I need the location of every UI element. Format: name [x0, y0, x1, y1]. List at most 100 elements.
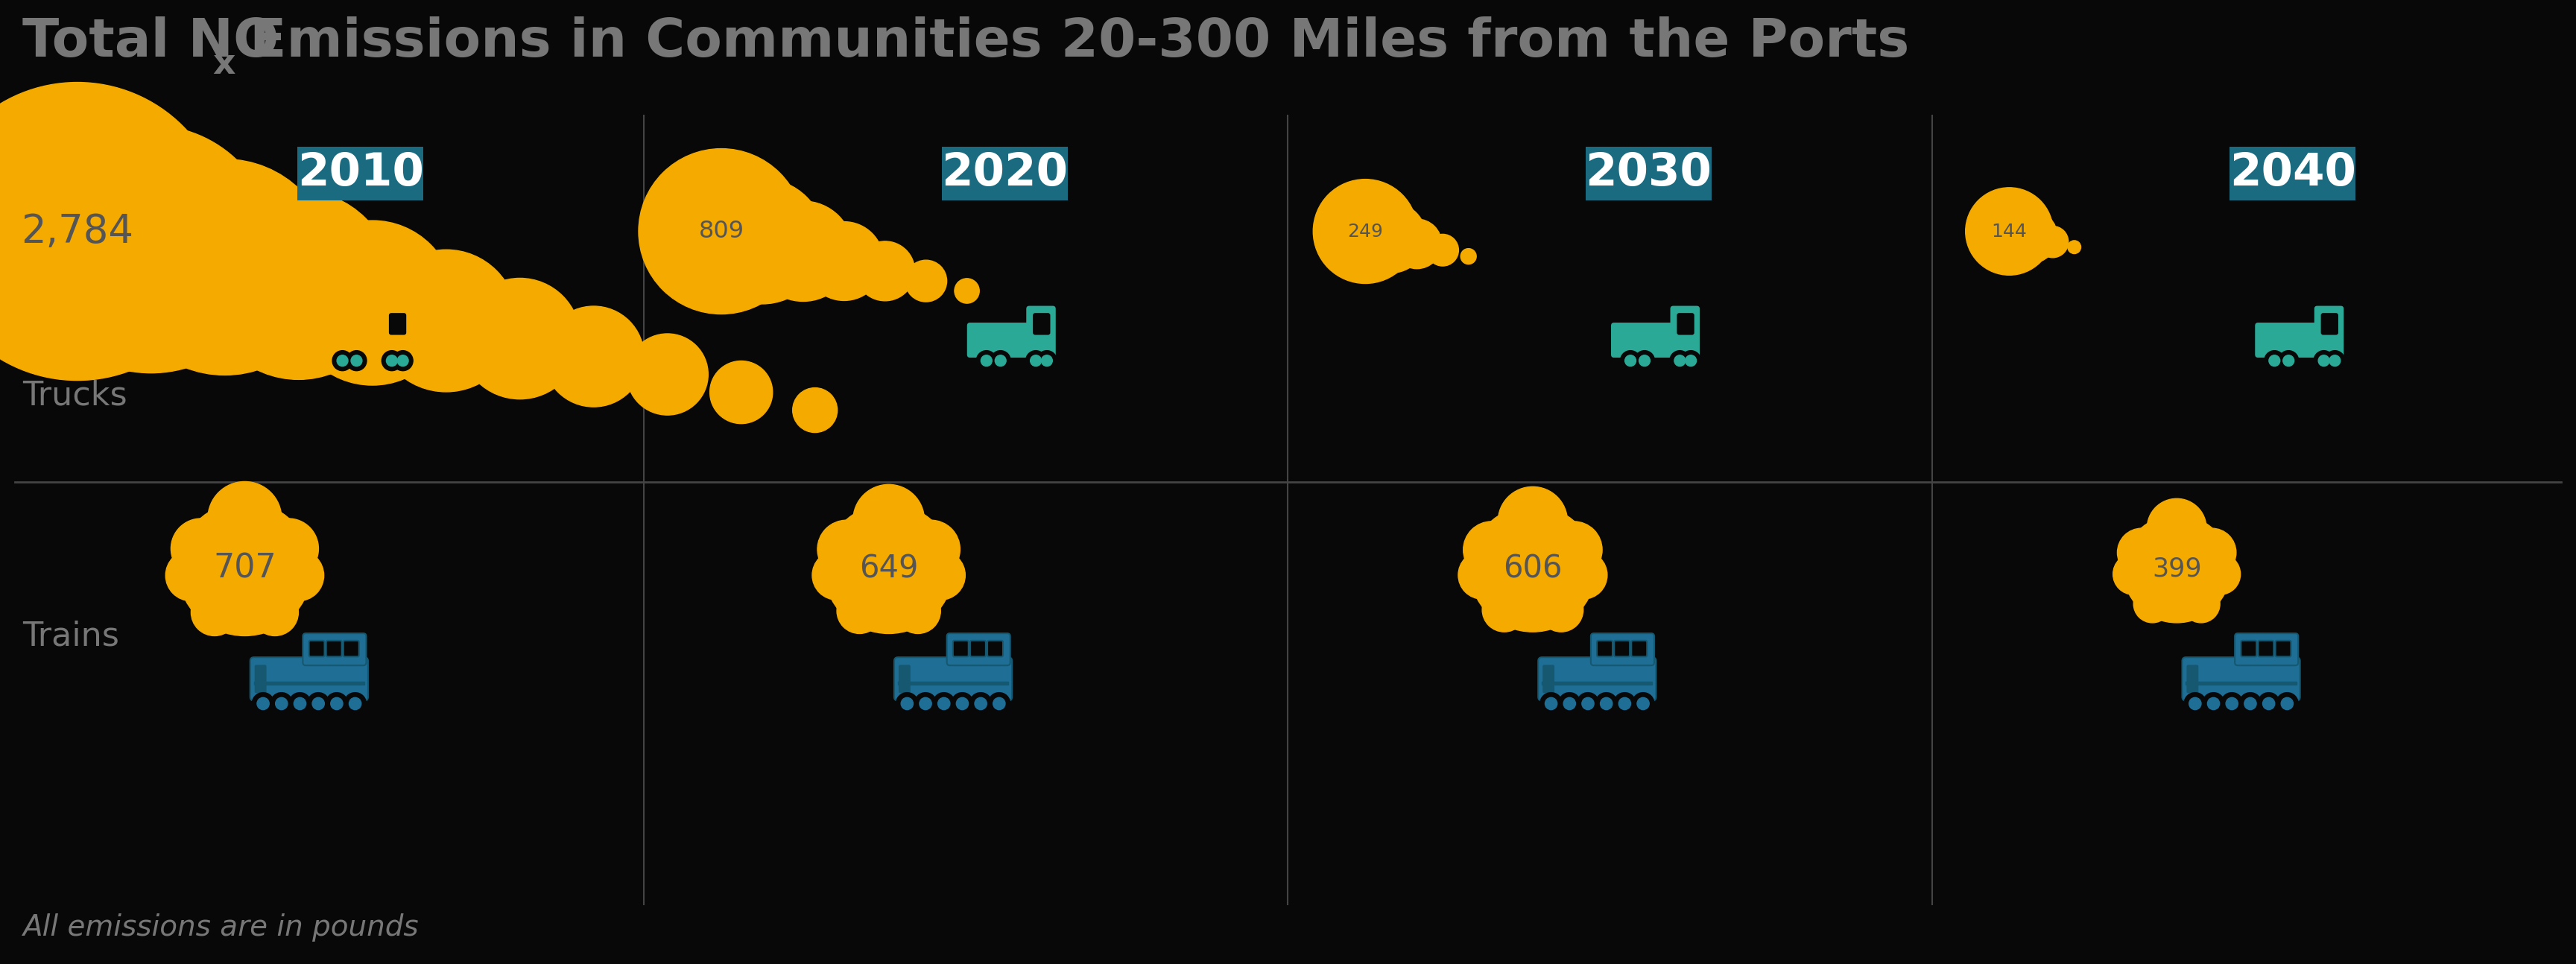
Circle shape [381, 351, 402, 371]
FancyBboxPatch shape [322, 323, 386, 358]
FancyBboxPatch shape [255, 665, 265, 693]
Circle shape [989, 692, 1010, 714]
Circle shape [252, 692, 273, 714]
Circle shape [1546, 522, 1602, 578]
FancyBboxPatch shape [894, 657, 1012, 701]
Text: x: x [211, 47, 234, 81]
FancyBboxPatch shape [2231, 147, 2354, 201]
Text: 606: 606 [1504, 553, 1561, 584]
Circle shape [2244, 698, 2257, 710]
Circle shape [350, 355, 363, 366]
Circle shape [1577, 692, 1600, 714]
Circle shape [28, 125, 276, 373]
Circle shape [1314, 179, 1417, 283]
FancyBboxPatch shape [948, 633, 1010, 665]
Circle shape [2004, 210, 2058, 263]
Circle shape [2226, 698, 2239, 710]
FancyBboxPatch shape [899, 665, 909, 693]
Text: Trains: Trains [23, 620, 118, 653]
Circle shape [345, 692, 366, 714]
Circle shape [2133, 585, 2172, 623]
Circle shape [974, 698, 987, 710]
Circle shape [1030, 355, 1041, 366]
Circle shape [711, 361, 773, 423]
Circle shape [0, 82, 227, 381]
Circle shape [1461, 249, 1476, 264]
Circle shape [165, 550, 216, 601]
Circle shape [920, 698, 933, 710]
Circle shape [1538, 588, 1584, 631]
FancyBboxPatch shape [2313, 306, 2344, 358]
Text: 144: 144 [1991, 223, 2027, 240]
Circle shape [258, 698, 268, 710]
Circle shape [252, 589, 299, 636]
Circle shape [1674, 355, 1685, 366]
Circle shape [1600, 698, 1613, 710]
FancyBboxPatch shape [1610, 323, 1674, 358]
Circle shape [811, 550, 860, 600]
Circle shape [804, 222, 884, 301]
Circle shape [258, 519, 319, 578]
FancyBboxPatch shape [1592, 633, 1654, 665]
Circle shape [294, 698, 307, 710]
Circle shape [209, 482, 281, 555]
Circle shape [1355, 202, 1427, 273]
FancyBboxPatch shape [2321, 313, 2339, 335]
Circle shape [1025, 351, 1046, 371]
Circle shape [981, 355, 992, 366]
FancyBboxPatch shape [343, 640, 358, 656]
Circle shape [330, 698, 343, 710]
Text: 2030: 2030 [1584, 151, 1713, 196]
Circle shape [204, 191, 394, 380]
Circle shape [917, 550, 966, 600]
Circle shape [2117, 528, 2166, 576]
FancyBboxPatch shape [1543, 665, 1553, 693]
Circle shape [989, 351, 1010, 371]
Circle shape [312, 698, 325, 710]
Circle shape [2182, 585, 2221, 623]
Circle shape [1669, 351, 1690, 371]
Circle shape [1546, 698, 1556, 710]
Circle shape [1427, 234, 1458, 266]
Text: 707: 707 [214, 552, 276, 585]
Circle shape [2221, 692, 2244, 714]
FancyBboxPatch shape [971, 640, 987, 656]
FancyBboxPatch shape [1538, 657, 1656, 701]
Circle shape [1638, 698, 1649, 710]
Text: 2040: 2040 [2228, 151, 2357, 196]
Circle shape [938, 698, 951, 710]
FancyBboxPatch shape [943, 147, 1066, 201]
Circle shape [2190, 698, 2200, 710]
Circle shape [639, 148, 804, 314]
Circle shape [270, 692, 294, 714]
Circle shape [904, 260, 948, 302]
Circle shape [933, 692, 956, 714]
Circle shape [817, 521, 876, 578]
FancyBboxPatch shape [2275, 640, 2290, 656]
FancyBboxPatch shape [2187, 665, 2197, 693]
Circle shape [1633, 351, 1654, 371]
Circle shape [1582, 698, 1595, 710]
Circle shape [902, 521, 961, 578]
Circle shape [1564, 698, 1577, 710]
Circle shape [2318, 355, 2329, 366]
FancyBboxPatch shape [309, 640, 325, 656]
Circle shape [2123, 515, 2231, 623]
FancyBboxPatch shape [1669, 306, 1700, 358]
Text: 399: 399 [2151, 556, 2202, 581]
Circle shape [345, 351, 366, 371]
Circle shape [2329, 355, 2342, 366]
Circle shape [291, 221, 456, 386]
Circle shape [337, 355, 348, 366]
FancyBboxPatch shape [1597, 640, 1613, 656]
Circle shape [914, 692, 938, 714]
Bar [1543, 702, 1651, 706]
FancyBboxPatch shape [2259, 640, 2275, 656]
FancyBboxPatch shape [966, 323, 1030, 358]
Circle shape [976, 351, 997, 371]
Bar [255, 682, 363, 684]
Circle shape [1468, 506, 1597, 631]
Circle shape [1680, 351, 1700, 371]
Bar [1543, 682, 1651, 684]
Circle shape [1558, 551, 1607, 599]
